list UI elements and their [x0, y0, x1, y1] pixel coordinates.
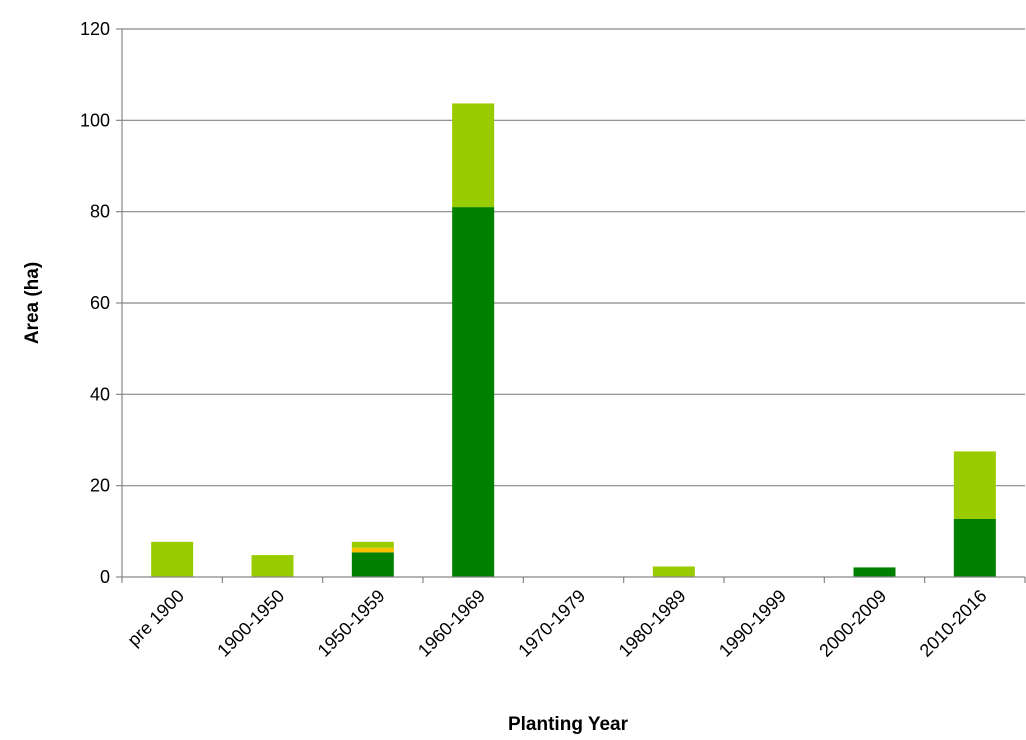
x-tick-label: 1960-1969 — [414, 586, 489, 661]
bar-segment — [151, 541, 194, 577]
x-tick-label: 1900-1950 — [213, 586, 288, 661]
y-tick-label: 40 — [90, 384, 110, 404]
bars — [151, 103, 996, 577]
bar-segment — [251, 555, 294, 577]
y-tick-label: 80 — [90, 202, 110, 222]
y-tick-label: 20 — [90, 476, 110, 496]
bar-segment — [853, 567, 896, 577]
y-tick-label: 120 — [80, 19, 110, 39]
x-tick-label: 1950-1959 — [314, 586, 389, 661]
y-axis-title: Area (ha) — [22, 262, 43, 344]
bar-segment — [351, 552, 394, 577]
y-tick-label: 0 — [100, 567, 110, 587]
x-tick-label: 1990-1999 — [715, 586, 790, 661]
bar-segment — [351, 541, 394, 548]
bar-segment — [953, 519, 996, 577]
x-tick-label: 2000-2009 — [815, 586, 890, 661]
y-tick-labels: 0 20 40 60 80 100 120 — [80, 19, 110, 587]
x-tick-label: 1980-1989 — [615, 586, 690, 661]
bar-segment — [452, 207, 495, 577]
bar-segment — [351, 547, 394, 553]
x-tick-labels: pre 1900 1900-1950 1950-1959 1960-1969 1970-… — [124, 586, 991, 661]
x-axis-title: Planting Year — [508, 714, 629, 735]
gridlines — [122, 28, 1025, 487]
axes — [116, 28, 1026, 583]
y-tick-label: 100 — [80, 110, 110, 130]
bar-segment — [953, 451, 996, 520]
x-tick-label: 1970-1979 — [514, 586, 589, 661]
y-tick-label: 60 — [90, 293, 110, 313]
bar-segment — [452, 103, 495, 208]
bar-segment — [652, 566, 695, 577]
x-tick-label: pre 1900 — [124, 586, 188, 650]
x-tick-label: 2010-2016 — [916, 586, 991, 661]
